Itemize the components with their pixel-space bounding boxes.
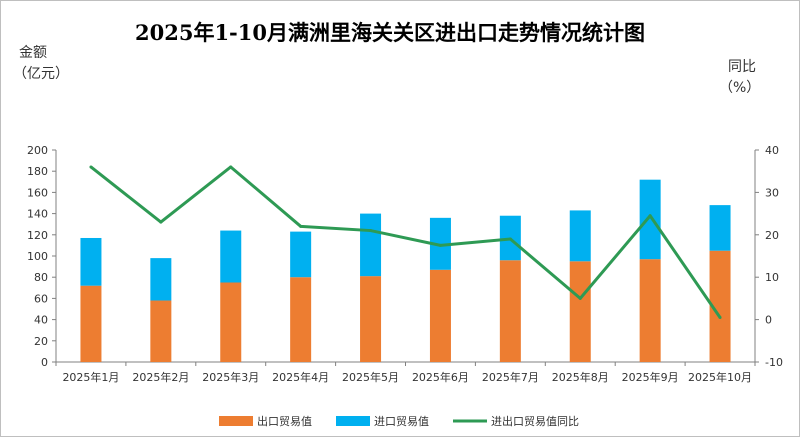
left-tick-label: 180 bbox=[27, 165, 48, 178]
import-bar bbox=[709, 205, 731, 251]
x-tick-label: 2025年6月 bbox=[412, 370, 469, 384]
yoy-line bbox=[90, 165, 722, 319]
yoy-point bbox=[578, 296, 582, 300]
legend-export-label: 出口贸易值 bbox=[257, 414, 312, 428]
left-tick-label: 80 bbox=[34, 271, 48, 284]
yoy-point bbox=[229, 165, 233, 169]
legend-export-swatch bbox=[219, 416, 253, 426]
import-bar bbox=[569, 210, 591, 262]
x-tick-label: 2025年10月 bbox=[688, 370, 752, 384]
x-tick-label: 2025年1月 bbox=[62, 370, 119, 384]
legend-import-swatch bbox=[336, 416, 370, 426]
import-bar bbox=[80, 237, 102, 286]
right-tick-label: 20 bbox=[765, 229, 779, 242]
legend-export: 出口贸易值 bbox=[219, 414, 312, 428]
left-tick-label: 100 bbox=[27, 250, 48, 263]
yoy-point bbox=[89, 165, 93, 169]
yoy-point bbox=[369, 229, 373, 233]
legend: 出口贸易值 进口贸易值 进出口贸易值同比 bbox=[219, 414, 579, 428]
plot-area: 0 20 40 60 80 100 120 140 160 180 200 -10 0 10 20 30 40 2… bbox=[27, 144, 783, 384]
left-tick-label: 200 bbox=[27, 144, 48, 157]
import-bar bbox=[639, 179, 661, 260]
export-bar bbox=[569, 261, 591, 362]
yoy-point bbox=[508, 237, 512, 241]
export-bar bbox=[499, 260, 521, 362]
x-tick-label: 2025年7月 bbox=[482, 370, 539, 384]
left-tick-label: 120 bbox=[27, 229, 48, 242]
right-tick-label: 30 bbox=[765, 186, 779, 199]
right-tick-label: 40 bbox=[765, 144, 779, 157]
legend-import-label: 进口贸易值 bbox=[374, 415, 429, 428]
yoy-point bbox=[159, 220, 163, 224]
left-tick-label: 40 bbox=[34, 314, 48, 327]
export-bar bbox=[709, 250, 731, 362]
export-bar bbox=[290, 277, 312, 362]
left-tick-label: 20 bbox=[34, 335, 48, 348]
legend-yoy: 进出口贸易值同比 bbox=[453, 414, 579, 428]
export-bar bbox=[220, 282, 242, 362]
export-bar bbox=[150, 300, 172, 362]
right-tick-label: -10 bbox=[765, 356, 783, 369]
chart-title: 2025年1-10月满洲里海关关区进出口走势情况统计图 bbox=[135, 20, 645, 45]
export-bar bbox=[80, 285, 102, 362]
import-bar bbox=[220, 230, 242, 283]
export-bar bbox=[639, 259, 661, 362]
right-axis-label-line2: （%） bbox=[719, 80, 760, 96]
left-axis-label-line2: （亿元） bbox=[13, 66, 69, 82]
left-tick-label: 0 bbox=[41, 356, 48, 369]
import-bar bbox=[360, 213, 382, 277]
yoy-point bbox=[718, 315, 722, 319]
left-tick-label: 60 bbox=[34, 292, 48, 305]
export-bar bbox=[429, 269, 451, 362]
left-tick-label: 160 bbox=[27, 186, 48, 199]
yoy-point bbox=[648, 214, 652, 218]
x-tick-label: 2025年8月 bbox=[552, 370, 609, 384]
right-tick-label: 10 bbox=[765, 271, 779, 284]
export-bar bbox=[360, 276, 382, 362]
legend-yoy-label: 进出口贸易值同比 bbox=[491, 414, 579, 428]
right-axis-label-line1: 同比 bbox=[728, 59, 756, 75]
import-bar bbox=[290, 231, 312, 278]
yoy-point bbox=[299, 224, 303, 228]
right-tick-label: 0 bbox=[765, 314, 772, 327]
import-bar bbox=[429, 217, 451, 270]
left-tick-label: 140 bbox=[27, 208, 48, 221]
legend-import: 进口贸易值 bbox=[336, 415, 429, 428]
import-bar bbox=[150, 258, 172, 301]
x-tick-label: 2025年4月 bbox=[272, 370, 329, 384]
yoy-point bbox=[438, 243, 442, 247]
left-axis-label-line1: 金额 bbox=[19, 45, 47, 61]
x-tick-label: 2025年9月 bbox=[622, 370, 679, 384]
x-tick-label: 2025年5月 bbox=[342, 370, 399, 384]
x-tick-label: 2025年3月 bbox=[202, 370, 259, 384]
x-tick-label: 2025年2月 bbox=[132, 370, 189, 384]
